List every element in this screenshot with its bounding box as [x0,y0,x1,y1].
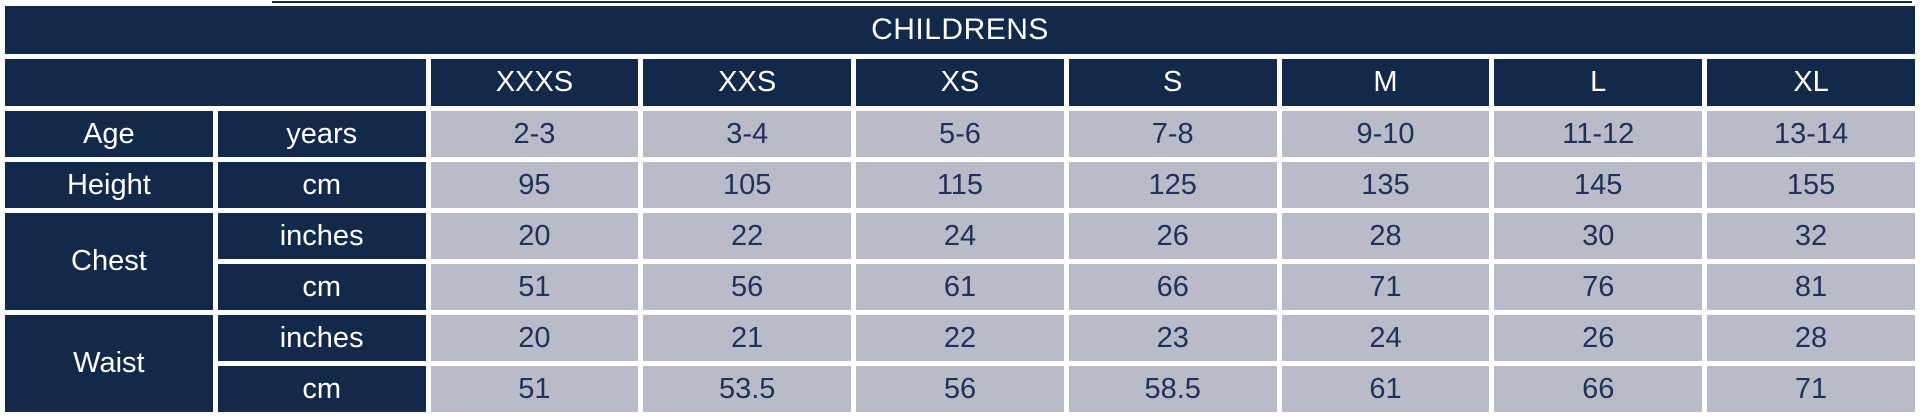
row-label-waist: Waist [5,315,213,412]
data-cell: 11-12 [1494,111,1703,157]
data-cell: 13-14 [1707,111,1915,157]
data-cell: 9-10 [1281,111,1490,157]
unit-label-cm: cm [217,162,426,208]
data-cell: 66 [1494,366,1703,412]
data-cell: 145 [1494,162,1703,208]
title-row: CHILDRENS [5,6,1915,54]
data-cell: 26 [1494,315,1703,361]
unit-label-inches: inches [217,315,426,361]
size-header-s: S [1068,59,1277,106]
data-cell: 22 [856,315,1064,361]
unit-label-cm: cm [217,264,426,310]
data-cell: 53.5 [643,366,852,412]
data-cell: 81 [1707,264,1915,310]
data-cell: 51 [430,366,639,412]
size-header-m: M [1281,59,1490,106]
table-row-age: Age years 2-3 3-4 5-6 7-8 9-10 11-12 13-… [5,111,1915,157]
data-cell: 125 [1068,162,1277,208]
size-header-l: L [1494,59,1703,106]
unit-label-inches: inches [217,213,426,259]
data-cell: 61 [856,264,1064,310]
size-header-xxxs: XXXS [430,59,639,106]
data-cell: 21 [643,315,852,361]
data-cell: 56 [643,264,852,310]
data-cell: 26 [1068,213,1277,259]
data-cell: 24 [1281,315,1490,361]
data-cell: 3-4 [643,111,852,157]
size-header-xxs: XXS [643,59,852,106]
data-cell: 2-3 [430,111,639,157]
size-header-xl: XL [1707,59,1915,106]
row-label-height: Height [5,162,213,208]
data-cell: 28 [1281,213,1490,259]
top-edge-artifact-line [272,1,1912,3]
data-cell: 135 [1281,162,1490,208]
table-title: CHILDRENS [5,6,1915,54]
data-cell: 58.5 [1068,366,1277,412]
data-cell: 71 [1281,264,1490,310]
data-cell: 23 [1068,315,1277,361]
data-cell: 71 [1707,366,1915,412]
data-cell: 66 [1068,264,1277,310]
data-cell: 32 [1707,213,1915,259]
data-cell: 51 [430,264,639,310]
data-cell: 95 [430,162,639,208]
table-row-height: Height cm 95 105 115 125 135 145 155 [5,162,1915,208]
size-header-xs: XS [856,59,1064,106]
data-cell: 5-6 [856,111,1064,157]
data-cell: 56 [856,366,1064,412]
data-cell: 22 [643,213,852,259]
data-cell: 76 [1494,264,1703,310]
data-cell: 115 [856,162,1064,208]
table-row-waist-inches: Waist inches 20 21 22 23 24 26 28 [5,315,1915,412]
data-cell: 105 [643,162,852,208]
empty-corner-cell [5,59,426,106]
unit-label-cm: cm [217,366,426,412]
data-cell: 20 [430,315,639,361]
data-cell: 61 [1281,366,1490,412]
unit-label-years: years [217,111,426,157]
data-cell: 7-8 [1068,111,1277,157]
data-cell: 155 [1707,162,1915,208]
row-label-chest: Chest [5,213,213,310]
table-row-chest-cm: cm 51 56 61 66 71 76 81 [5,264,1915,310]
row-label-age: Age [5,111,213,157]
data-cell: 28 [1707,315,1915,361]
table-row-waist-cm: cm 51 53.5 56 58.5 61 66 71 [5,366,1915,412]
data-cell: 24 [856,213,1064,259]
size-header-row: XXXS XXS XS S M L XL [5,59,1915,106]
data-cell: 30 [1494,213,1703,259]
data-cell: 20 [430,213,639,259]
table-row-chest-inches: Chest inches 20 22 24 26 28 30 32 [5,213,1915,310]
